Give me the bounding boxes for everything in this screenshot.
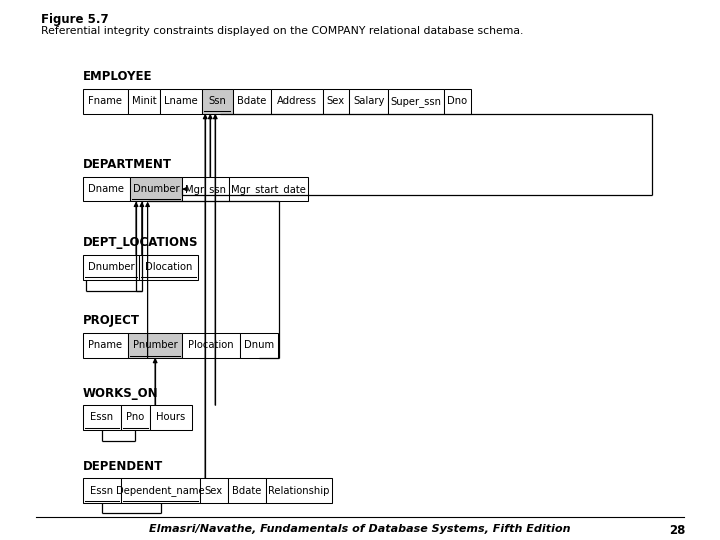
- Text: Salary: Salary: [353, 96, 384, 106]
- Text: Pno: Pno: [126, 413, 145, 422]
- Bar: [83, 89, 128, 113]
- Text: Fname: Fname: [89, 96, 122, 106]
- Bar: [323, 89, 349, 113]
- Text: Plocation: Plocation: [188, 340, 234, 350]
- Text: Hours: Hours: [156, 413, 185, 422]
- Text: Sex: Sex: [204, 485, 223, 496]
- Text: Pnumber: Pnumber: [132, 340, 178, 350]
- Bar: [444, 89, 471, 113]
- Bar: [139, 255, 198, 280]
- Bar: [150, 405, 192, 430]
- Bar: [202, 89, 233, 113]
- Bar: [271, 89, 323, 113]
- Text: Address: Address: [276, 96, 317, 106]
- Text: Lname: Lname: [164, 96, 197, 106]
- Text: DEPENDENT: DEPENDENT: [83, 460, 163, 473]
- Text: Bdate: Bdate: [232, 485, 261, 496]
- Text: Ssn: Ssn: [208, 96, 226, 106]
- Bar: [83, 333, 128, 357]
- Text: 28: 28: [669, 524, 685, 537]
- Text: Sex: Sex: [327, 96, 345, 106]
- Text: Pname: Pname: [89, 340, 122, 350]
- Text: WORKS_ON: WORKS_ON: [83, 387, 158, 400]
- Text: Dno: Dno: [447, 96, 467, 106]
- Text: Minit: Minit: [132, 96, 156, 106]
- Text: Elmasri/Navathe, Fundamentals of Database Systems, Fifth Edition: Elmasri/Navathe, Fundamentals of Databas…: [149, 524, 571, 534]
- Text: Mgr_ssn: Mgr_ssn: [185, 184, 226, 194]
- Bar: [388, 89, 444, 113]
- Bar: [266, 478, 332, 503]
- Bar: [233, 89, 271, 113]
- Bar: [130, 177, 182, 201]
- Bar: [200, 478, 228, 503]
- Text: Relationship: Relationship: [268, 485, 330, 496]
- Text: Dnumber: Dnumber: [132, 184, 179, 194]
- Text: PROJECT: PROJECT: [83, 314, 140, 327]
- Text: Figure 5.7: Figure 5.7: [41, 14, 109, 26]
- Text: Super_ssn: Super_ssn: [390, 96, 441, 107]
- Text: Dependent_name: Dependent_name: [116, 485, 205, 496]
- Bar: [228, 478, 266, 503]
- Bar: [128, 89, 160, 113]
- Text: Dnum: Dnum: [244, 340, 274, 350]
- Text: Essn: Essn: [90, 485, 114, 496]
- Bar: [121, 405, 150, 430]
- Text: DEPARTMENT: DEPARTMENT: [83, 158, 172, 171]
- Bar: [240, 333, 278, 357]
- Bar: [160, 89, 202, 113]
- Bar: [128, 333, 182, 357]
- Bar: [83, 177, 130, 201]
- Text: Bdate: Bdate: [237, 96, 266, 106]
- Text: Mgr_start_date: Mgr_start_date: [231, 184, 306, 194]
- Text: Essn: Essn: [90, 413, 114, 422]
- Text: Dlocation: Dlocation: [145, 262, 192, 272]
- Bar: [83, 478, 121, 503]
- Text: DEPT_LOCATIONS: DEPT_LOCATIONS: [83, 237, 198, 249]
- Bar: [182, 177, 229, 201]
- Text: EMPLOYEE: EMPLOYEE: [83, 71, 153, 84]
- Bar: [121, 478, 200, 503]
- Text: Dname: Dname: [89, 184, 125, 194]
- Bar: [83, 255, 139, 280]
- Bar: [229, 177, 308, 201]
- Bar: [182, 333, 240, 357]
- Text: Dnumber: Dnumber: [88, 262, 134, 272]
- Text: Referential integrity constraints displayed on the COMPANY relational database s: Referential integrity constraints displa…: [41, 26, 523, 36]
- Bar: [83, 405, 121, 430]
- Bar: [349, 89, 388, 113]
